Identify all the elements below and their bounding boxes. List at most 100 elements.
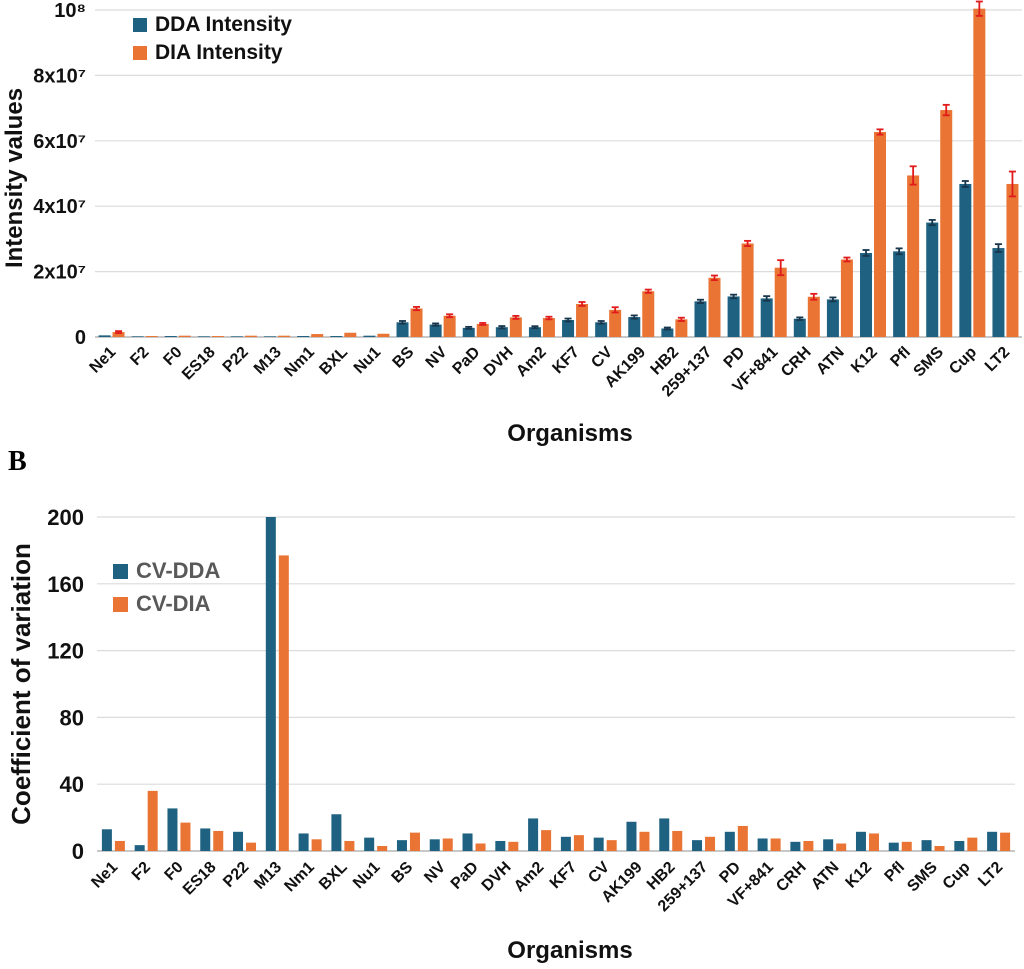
legend-label: DDA Intensity: [155, 13, 292, 36]
bar-dda-intensity-Am2: [528, 327, 541, 337]
bar-dia-intensity-LT2: [1006, 183, 1019, 337]
x-tick-label: LT2: [982, 344, 1013, 375]
bar-dia-intensity-Am2: [542, 318, 555, 337]
legend-swatch-dda: [133, 18, 147, 32]
legend-swatch-dia: [113, 597, 128, 612]
bar-cv-dda-P22: [233, 831, 244, 851]
bar-cv-dda-BS: [396, 840, 407, 851]
x-tick-label: Nm1: [281, 859, 318, 896]
bar-dia-intensity-M13: [278, 335, 291, 337]
x-tick-label: BS: [390, 344, 418, 372]
bar-cv-dda-BXL: [331, 814, 342, 851]
bar-dia-intensity-259+137: [708, 277, 721, 337]
bar-cv-dia-HB2: [672, 830, 683, 851]
bar-dia-intensity-CRH: [807, 296, 820, 337]
bar-dda-intensity-P22: [230, 336, 243, 337]
bar-dia-intensity-BXL: [344, 332, 357, 337]
bar-dda-intensity-HB2: [661, 328, 674, 337]
legend-label: CV-DDA: [136, 558, 220, 583]
bar-dia-intensity-PaD: [476, 323, 489, 337]
x-tick-label: ES18: [179, 344, 219, 384]
x-tick-label: M13: [251, 344, 285, 378]
x-tick-label: K12: [843, 859, 876, 892]
x-tick-label: Nu1: [351, 344, 384, 377]
bar-dda-intensity-BXL: [330, 336, 343, 337]
x-tick-label: P22: [220, 344, 252, 376]
bar-dda-intensity-VF+841: [760, 298, 773, 337]
bar-cv-dia-LT2: [1000, 832, 1011, 851]
bar-dia-intensity-F0: [178, 335, 191, 337]
bar-dia-intensity-P22: [244, 335, 257, 337]
bar-dda-intensity-BS: [396, 322, 409, 337]
x-tick-label: BS: [389, 859, 417, 887]
bar-cv-dia-P22: [246, 842, 257, 851]
bar-cv-dia-KF7: [573, 835, 584, 851]
bar-cv-dda-LT2: [987, 831, 998, 851]
bar-cv-dia-Nm1: [311, 839, 322, 851]
bar-dda-intensity-259+137: [694, 301, 707, 337]
x-tick-label: ATN: [813, 344, 847, 378]
x-axis-title: Organisms: [507, 420, 632, 447]
x-tick-label: Pfl: [887, 344, 913, 370]
bar-cv-dia-SMS: [934, 845, 945, 851]
bar-dda-intensity-NV: [429, 324, 442, 337]
bar-dda-intensity-F2: [131, 336, 144, 337]
bar-cv-dda-HB2: [659, 818, 670, 851]
bar-dda-intensity-Ne1: [98, 335, 111, 337]
bar-cv-dda-DVH: [495, 840, 506, 851]
x-tick-label: SMS: [911, 344, 948, 381]
bar-dia-intensity-DVH: [509, 317, 522, 337]
x-tick-label: Am2: [511, 859, 548, 896]
bar-cv-dda-Pfl: [888, 842, 899, 851]
bar-cv-dia-Am2: [541, 830, 552, 851]
x-tick-label: BXL: [316, 859, 351, 894]
bar-cv-dda-Nm1: [298, 833, 309, 851]
x-tick-label: NV: [421, 859, 449, 887]
x-tick-label: ATN: [808, 859, 842, 893]
bar-dda-intensity-Nm1: [297, 336, 310, 337]
bar-dda-intensity-SMS: [926, 222, 939, 337]
bar-cv-dda-F2: [134, 845, 145, 851]
y-tick-label: 10⁸: [54, 0, 86, 22]
y-axis-title: Coefficient of variation: [6, 543, 36, 825]
bar-dia-intensity-Ne1: [112, 332, 125, 337]
x-tick-label: DVH: [479, 859, 515, 895]
x-tick-label: KF7: [547, 859, 580, 892]
x-tick-label: Nu1: [350, 859, 383, 892]
bar-dia-intensity-AK199: [642, 291, 655, 337]
bar-cv-dia-CV: [606, 840, 617, 851]
x-tick-label: Cup: [940, 859, 974, 893]
x-tick-label: PaD: [448, 859, 482, 893]
bar-cv-dda-Am2: [528, 818, 539, 851]
bar-dia-intensity-KF7: [576, 303, 589, 337]
panel-b-label: B: [8, 446, 27, 477]
bar-dia-intensity-F2: [145, 336, 158, 337]
bar-cv-dda-K12: [855, 831, 866, 851]
x-tick-label: Am2: [513, 344, 550, 381]
bar-cv-dia-DVH: [508, 841, 519, 851]
x-tick-label: F0: [160, 344, 185, 369]
bar-dda-intensity-PD: [727, 296, 740, 337]
y-axis-title: Intensity values: [1, 88, 28, 268]
x-tick-label: P22: [220, 859, 252, 891]
bar-dia-intensity-NV: [443, 315, 456, 337]
bar-cv-dia-M13: [278, 555, 289, 851]
x-tick-label: DVH: [481, 344, 517, 380]
bar-cv-dia-BXL: [344, 840, 355, 851]
bar-cv-dda-ATN: [823, 839, 834, 851]
bar-cv-dia-Pfl: [901, 841, 912, 851]
y-tick-label: 120: [47, 639, 84, 664]
bar-dda-intensity-M13: [264, 336, 277, 337]
bar-cv-dda-F0: [167, 808, 178, 851]
bar-cv-dda-VF+841: [757, 838, 768, 851]
bar-cv-dia-Nu1: [377, 845, 388, 851]
x-tick-label: Nm1: [281, 344, 318, 381]
bar-dia-intensity-VF+841: [774, 267, 787, 337]
bar-dda-intensity-CRH: [793, 318, 806, 337]
bar-cv-dda-PaD: [462, 833, 473, 851]
x-tick-label: F2: [127, 344, 152, 369]
bar-cv-dia-VF+841: [770, 838, 781, 851]
x-axis-title: Organisms: [507, 937, 632, 964]
x-tick-label: Ne1: [87, 344, 120, 377]
